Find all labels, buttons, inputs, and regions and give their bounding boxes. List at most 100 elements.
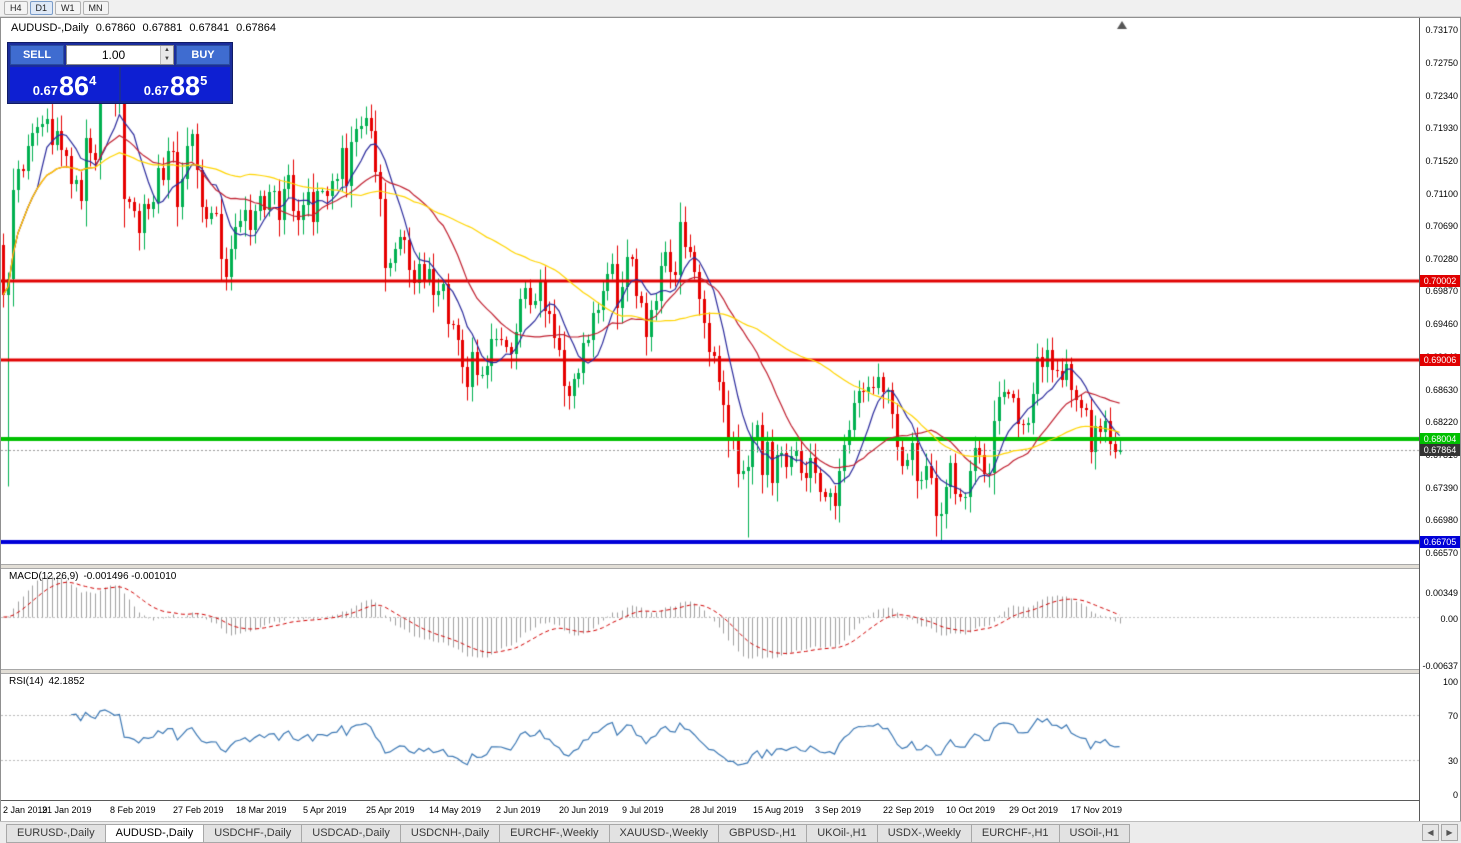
price-tick: 0.71520 (1425, 156, 1458, 166)
macd-tick: 0.00 (1440, 614, 1458, 624)
date-label: 14 May 2019 (429, 805, 482, 816)
date-label: 20 Jun 2019 (559, 805, 609, 816)
price-tick: 0.67390 (1425, 483, 1458, 493)
rsi-value: 42.1852 (48, 676, 85, 688)
chart-window: AUDUSD-,Daily 0.67860 0.67881 0.67841 0.… (0, 17, 1461, 822)
ohlc-close: 0.67864 (236, 22, 276, 34)
rsi-label: RSI(14) 42.1852 (9, 676, 85, 687)
timeframe-button-w1[interactable]: W1 (55, 1, 81, 15)
date-axis[interactable]: 2 Jan 2019 21 Jan 2019 8 Feb 2019 27 Feb 20… (1, 800, 1419, 821)
rsi-pane[interactable]: RSI(14) 42.1852 (1, 674, 1419, 801)
volume-control[interactable]: 1.00 ▲ ▼ (66, 45, 174, 65)
date-label: 22 Sep 2019 (883, 805, 935, 816)
tab-xauusd-weekly[interactable]: XAUUSD-,Weekly (608, 824, 719, 843)
date-label: 21 Jan 2019 (42, 805, 92, 816)
timeframe-button-h4[interactable]: H4 (4, 1, 28, 15)
ohlc-high: 0.67881 (142, 22, 183, 34)
sell-price-button[interactable]: 0.67 86 4 (10, 67, 119, 101)
tab-scroll-buttons: ◀ ▶ (1422, 824, 1458, 841)
buy-price-pipette: 5 (200, 73, 208, 88)
date-label: 29 Oct 2019 (1009, 805, 1059, 816)
tab-scroll-right-button[interactable]: ▶ (1441, 824, 1458, 841)
tab-eurusd-daily[interactable]: EURUSD-,Daily (6, 824, 106, 843)
rsi-tick: 30 (1447, 756, 1458, 766)
macd-pane[interactable]: MACD(12,26,9) -0.001496 -0.001010 (1, 568, 1419, 670)
price-line-badge: 0.69006 (1420, 354, 1460, 366)
price-tick: 0.69460 (1425, 319, 1458, 329)
timeframe-button-mn[interactable]: MN (82, 1, 109, 15)
tab-scroll-left-button[interactable]: ◀ (1422, 824, 1439, 841)
ohlc-open: 0.67860 (95, 22, 136, 34)
price-tick: 0.72750 (1425, 58, 1458, 68)
price-tick: 0.69870 (1425, 286, 1458, 296)
main-price-pane[interactable]: AUDUSD-,Daily 0.67860 0.67881 0.67841 0.… (1, 18, 1419, 564)
date-label: 27 Feb 2019 (173, 805, 224, 816)
macd-label: MACD(12,26,9) -0.001496 -0.001010 (9, 571, 176, 582)
tab-gbpusd-h1[interactable]: GBPUSD-,H1 (717, 824, 808, 843)
price-tick: 0.71100 (1426, 189, 1458, 199)
tab-usdcad-daily[interactable]: USDCAD-,Daily (301, 824, 401, 843)
buy-price-prefix: 0.67 (143, 83, 170, 98)
tab-usdcnh-daily[interactable]: USDCNH-,Daily (399, 824, 501, 843)
macd-tick: -0.00637 (1422, 661, 1458, 671)
date-label: 25 Apr 2019 (366, 805, 415, 816)
date-label: 2 Jun 2019 (496, 805, 541, 816)
top-toolbar: H4 D1 W1 MN (0, 0, 1461, 17)
date-label: 18 Mar 2019 (236, 805, 287, 816)
buy-price-button[interactable]: 0.67 88 5 (121, 67, 230, 101)
volume-input[interactable]: 1.00 (101, 48, 126, 62)
ohlc-readout: AUDUSD-,Daily 0.67860 0.67881 0.67841 0.… (11, 22, 280, 34)
tab-eurchf-weekly[interactable]: EURCHF-,Weekly (499, 824, 610, 843)
date-label: 8 Feb 2019 (110, 805, 156, 816)
sell-price-pipette: 4 (89, 73, 97, 88)
date-label: 2 Jan 2019 (3, 805, 48, 816)
price-tick: 0.72340 (1425, 91, 1458, 101)
buy-price-big: 88 (170, 71, 201, 101)
tab-audusd-daily[interactable]: AUDUSD-,Daily (104, 824, 205, 843)
chart-panes: AUDUSD-,Daily 0.67860 0.67881 0.67841 0.… (1, 18, 1419, 821)
one-click-trading-panel: SELL 1.00 ▲ ▼ BUY 0.67 86 4 0 (7, 42, 233, 104)
date-label: 9 Jul 2019 (622, 805, 664, 816)
date-label: 28 Jul 2019 (690, 805, 737, 816)
price-line-badge: 0.70002 (1420, 275, 1460, 287)
price-tick: 0.68220 (1425, 417, 1458, 427)
date-label: 17 Nov 2019 (1071, 805, 1123, 816)
main-chart-canvas[interactable] (1, 18, 1419, 564)
tab-eurchf-h1[interactable]: EURCHF-,H1 (970, 824, 1060, 843)
pane-splitter[interactable] (1, 563, 1419, 569)
macd-canvas[interactable] (1, 568, 1419, 670)
buy-button[interactable]: BUY (176, 45, 230, 65)
price-tick: 0.70690 (1425, 221, 1458, 231)
price-scale[interactable]: 0.73170 0.72750 0.72340 0.71930 0.71520 0.711… (1419, 18, 1460, 821)
pane-splitter[interactable] (1, 669, 1419, 675)
rsi-tick: 100 (1442, 677, 1458, 687)
tab-usdchf-daily[interactable]: USDCHF-,Daily (203, 824, 303, 843)
rsi-name: RSI(14) (9, 676, 44, 688)
date-label: 3 Sep 2019 (815, 805, 862, 816)
date-label: 15 Aug 2019 (753, 805, 804, 816)
price-line-badge: 0.68004 (1420, 433, 1460, 445)
macd-name: MACD(12,26,9) (9, 570, 79, 582)
timeframe-button-d1[interactable]: D1 (29, 1, 54, 15)
price-tick: 0.68630 (1425, 385, 1458, 395)
sell-price-big: 86 (59, 71, 90, 101)
chart-symbol-title: AUDUSD-,Daily (11, 22, 89, 34)
symbol-tab-bar-wrap: EURUSD-,Daily AUDUSD-,Daily USDCHF-,Daily U… (0, 821, 1461, 843)
timeframe-toolbar: H4 D1 W1 MN (4, 1, 109, 15)
tab-ukoil-h1[interactable]: UKOil-,H1 (806, 824, 878, 843)
price-tick: 0.73170 (1425, 25, 1458, 35)
rsi-canvas[interactable] (1, 674, 1419, 801)
current-price-badge: 0.67864 (1420, 444, 1460, 456)
macd-tick: 0.00349 (1425, 588, 1458, 598)
price-tick: 0.66570 (1425, 548, 1458, 558)
sell-button[interactable]: SELL (10, 45, 64, 65)
volume-down-button[interactable]: ▼ (161, 55, 173, 64)
volume-up-button[interactable]: ▲ (161, 46, 173, 55)
date-label: 10 Oct 2019 (946, 805, 996, 816)
tab-usoil-h1[interactable]: USOil-,H1 (1058, 824, 1131, 843)
date-label: 5 Apr 2019 (303, 805, 347, 816)
sell-price-prefix: 0.67 (32, 83, 59, 98)
rsi-tick: 0 (1452, 790, 1458, 800)
price-line-badge: 0.66705 (1420, 536, 1460, 548)
tab-usdx-weekly[interactable]: USDX-,Weekly (876, 824, 972, 843)
